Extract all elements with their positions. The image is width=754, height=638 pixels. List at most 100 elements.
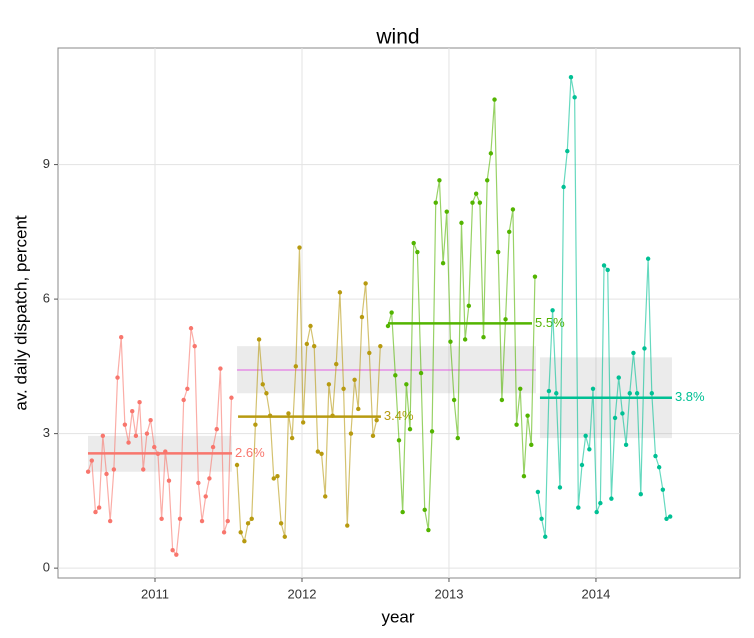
data-point <box>576 505 581 510</box>
data-point <box>429 429 435 434</box>
mean-label: 2.6% <box>235 445 265 460</box>
data-point <box>514 422 519 427</box>
data-point <box>185 386 190 391</box>
data-point <box>218 366 223 371</box>
data-point <box>518 386 523 391</box>
data-point <box>587 447 592 452</box>
data-point <box>207 476 212 481</box>
data-point <box>393 373 398 378</box>
data-point <box>89 458 95 463</box>
x-tick-label: 2014 <box>581 586 610 601</box>
data-point <box>667 514 673 519</box>
data-point <box>470 200 475 205</box>
data-point <box>649 391 655 396</box>
data-point <box>96 505 102 510</box>
data-point <box>260 382 265 387</box>
data-point <box>253 422 258 427</box>
y-tick-label: 9 <box>43 156 50 171</box>
data-point <box>196 480 201 486</box>
data-point <box>166 478 172 483</box>
data-point <box>609 496 614 501</box>
data-point <box>616 375 621 380</box>
data-point <box>496 249 501 255</box>
data-point <box>319 451 324 456</box>
data-point <box>612 415 618 421</box>
data-point <box>543 534 548 539</box>
data-point <box>297 245 302 250</box>
data-point <box>238 530 243 535</box>
data-point <box>521 474 527 479</box>
data-point <box>275 474 280 479</box>
data-point <box>282 534 287 539</box>
data-point <box>660 487 666 492</box>
x-tick-label: 2012 <box>288 586 317 601</box>
data-point <box>137 400 142 405</box>
x-tick-label: 2011 <box>141 586 169 601</box>
data-point <box>525 413 530 418</box>
data-point <box>144 431 150 436</box>
data-point <box>130 408 135 414</box>
data-point <box>437 178 442 183</box>
y-tick-label: 0 <box>43 560 50 575</box>
data-point <box>111 467 117 472</box>
data-point <box>507 229 512 235</box>
data-point <box>572 95 577 100</box>
data-point <box>363 281 368 286</box>
data-point <box>93 509 98 515</box>
data-point <box>289 435 295 441</box>
data-point <box>451 397 457 403</box>
data-point <box>488 151 494 156</box>
data-point <box>271 476 276 481</box>
data-point <box>107 518 113 524</box>
data-point <box>565 148 570 154</box>
data-point <box>642 346 647 351</box>
data-point <box>315 449 321 454</box>
data-point <box>104 471 109 477</box>
data-point <box>177 516 183 522</box>
data-point <box>214 426 219 432</box>
y-tick-label: 6 <box>43 291 50 306</box>
data-point <box>620 411 625 416</box>
x-axis-label: year <box>381 607 414 626</box>
data-point <box>326 382 332 387</box>
data-point <box>300 420 306 425</box>
data-point <box>400 509 405 515</box>
data-point <box>529 442 534 448</box>
data-point <box>623 442 629 448</box>
data-point <box>455 435 460 441</box>
data-point <box>341 386 346 391</box>
data-point <box>348 431 354 436</box>
data-point <box>304 341 310 347</box>
data-point <box>396 438 402 443</box>
data-point <box>459 220 464 226</box>
data-point <box>601 263 607 268</box>
data-point <box>418 370 424 376</box>
data-point <box>385 323 391 329</box>
data-point <box>645 256 651 261</box>
data-point <box>199 518 205 524</box>
data-point <box>148 417 153 423</box>
data-point <box>225 518 230 524</box>
data-point <box>594 509 599 515</box>
data-point <box>407 426 413 432</box>
series-line <box>236 247 381 544</box>
data-point <box>229 395 234 400</box>
data-point <box>448 339 453 344</box>
data-point <box>426 527 431 533</box>
data-point <box>411 240 416 246</box>
data-point <box>170 547 175 553</box>
data-point <box>554 391 559 396</box>
series-line <box>87 328 233 557</box>
data-point <box>510 207 516 212</box>
data-point <box>210 444 216 450</box>
data-point <box>308 323 313 329</box>
data-point <box>590 386 596 391</box>
x-tick-label: 2013 <box>435 586 464 601</box>
data-point <box>466 303 472 309</box>
data-point <box>286 411 291 416</box>
data-point <box>634 391 640 396</box>
data-point <box>126 440 131 445</box>
data-point <box>631 350 636 356</box>
data-point <box>256 337 262 342</box>
data-point <box>115 375 120 380</box>
